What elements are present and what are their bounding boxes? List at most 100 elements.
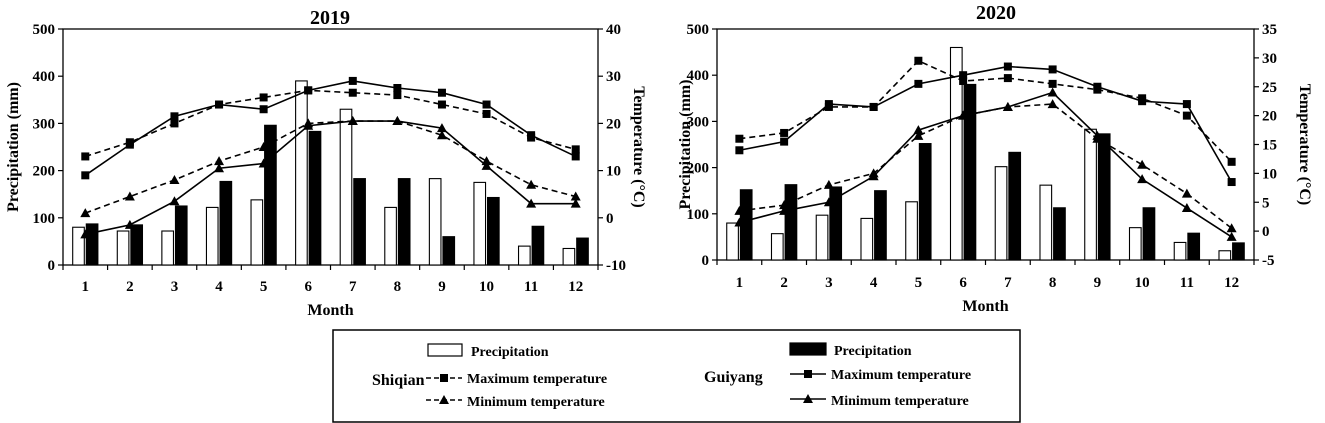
marker-shiqian-minimum-temperature — [779, 200, 790, 210]
marker-guiyang-maximum-temperature — [1182, 100, 1191, 109]
legend-shiqian-precip-label: Precipitation — [471, 345, 549, 360]
marker-guiyang-maximum-temperature — [959, 71, 968, 80]
marker-shiqian-minimum-temperature — [214, 156, 225, 166]
y-right-axis-label: Temperature (°C) — [630, 86, 647, 207]
marker-shiqian-maximum-temperature — [437, 100, 446, 109]
marker-guiyang-maximum-temperature — [527, 131, 536, 140]
marker-shiqian-maximum-temperature — [1182, 111, 1191, 120]
marker-shiqian-minimum-temperature — [1226, 223, 1237, 233]
marker-guiyang-minimum-temperature — [169, 196, 180, 206]
marker-guiyang-minimum-temperature — [436, 123, 447, 133]
x-axis-label: Month — [962, 298, 1008, 315]
legend-guiyang-label: Guiyang — [704, 369, 763, 386]
bar-shiqian-precipitation — [1039, 184, 1053, 261]
x-tick-label: 8 — [1049, 275, 1057, 291]
marker-shiqian-minimum-temperature — [1047, 99, 1058, 109]
marker-shiqian-maximum-temperature — [259, 93, 268, 102]
x-tick-label: 10 — [479, 279, 494, 295]
bar-guiyang-precipitation — [174, 205, 188, 266]
marker-guiyang-minimum-temperature — [1137, 174, 1148, 184]
marker-shiqian-maximum-temperature — [1227, 157, 1236, 166]
marker-shiqian-maximum-temperature — [959, 76, 968, 85]
bar-guiyang-precipitation — [486, 196, 500, 266]
y-left-tick-label: 500 — [687, 22, 710, 38]
marker-guiyang-minimum-temperature — [1226, 231, 1237, 241]
x-tick-label: 6 — [959, 275, 967, 291]
y-left-tick-label: 400 — [33, 69, 56, 85]
marker-guiyang-maximum-temperature — [170, 112, 179, 121]
bar-shiqian-precipitation — [860, 217, 874, 261]
bar-shiqian-precipitation — [994, 166, 1008, 261]
y-left-tick-label: 300 — [687, 114, 710, 130]
x-tick-label: 2 — [126, 279, 134, 295]
y-left-tick-label: 200 — [33, 164, 56, 180]
bar-shiqian-precipitation — [1218, 250, 1232, 261]
line-shiqian-minimum-temperature — [739, 103, 1233, 229]
marker-shiqian-minimum-temperature — [436, 130, 447, 140]
marker-guiyang-maximum-temperature — [780, 137, 789, 146]
marker-guiyang-maximum-temperature — [735, 146, 744, 155]
marker-guiyang-minimum-temperature — [526, 198, 537, 208]
legend-guiyang-min-label: Minimum temperature — [831, 394, 969, 409]
plot-frame — [716, 28, 1255, 261]
x-tick-label: 5 — [260, 279, 268, 295]
marker-shiqian-minimum-temperature — [734, 205, 745, 215]
marker-guiyang-maximum-temperature — [571, 152, 580, 161]
marker-guiyang-maximum-temperature — [125, 140, 134, 149]
x-tick-label: 1 — [736, 275, 744, 291]
marker-guiyang-maximum-temperature — [1093, 82, 1102, 91]
bar-guiyang-precipitation — [1187, 232, 1201, 261]
bar-shiqian-precipitation — [250, 199, 264, 266]
bar-guiyang-precipitation — [963, 83, 977, 261]
bar-guiyang-precipitation — [442, 236, 456, 266]
line-guiyang-maximum-temperature — [739, 65, 1233, 183]
y-left-tick-label: 100 — [687, 207, 710, 223]
marker-guiyang-minimum-temperature — [214, 163, 225, 173]
marker-shiqian-minimum-temperature — [124, 191, 135, 201]
line-guiyang-maximum-temperature — [84, 80, 577, 176]
marker-guiyang-maximum-temperature — [393, 84, 402, 92]
marker-guiyang-minimum-temperature — [392, 116, 403, 126]
marker-shiqian-maximum-temperature — [393, 91, 402, 100]
marker-guiyang-maximum-temperature — [215, 100, 224, 109]
legend-guiyang-precip-label: Precipitation — [834, 344, 912, 359]
x-tick-label: 9 — [438, 279, 446, 295]
marker-shiqian-minimum-temperature — [169, 175, 180, 185]
bar-shiqian-precipitation — [428, 178, 442, 266]
marker-guiyang-maximum-temperature — [437, 88, 446, 97]
bar-guiyang-precipitation — [1232, 242, 1245, 261]
x-tick-label: 9 — [1094, 275, 1102, 291]
marker-guiyang-maximum-temperature — [81, 171, 90, 180]
marker-guiyang-minimum-temperature — [823, 197, 834, 207]
marker-shiqian-minimum-temperature — [258, 142, 269, 151]
line-guiyang-minimum-temperature — [739, 91, 1233, 238]
marker-guiyang-minimum-temperature — [80, 229, 91, 239]
y-right-tick-label: 40 — [606, 22, 621, 38]
marker-guiyang-minimum-temperature — [1181, 203, 1192, 213]
x-tick-label: 3 — [171, 279, 179, 295]
plot-frame — [62, 28, 599, 266]
marker-guiyang-maximum-temperature — [914, 79, 923, 88]
marker-shiqian-minimum-temperature — [823, 179, 834, 189]
legend-shiqian-min-marker — [439, 395, 449, 404]
marker-guiyang-minimum-temperature — [570, 198, 581, 208]
y-left-tick-label: 500 — [33, 22, 56, 38]
y-right-tick-label: -10 — [606, 258, 626, 274]
legend-guiyang-precip-swatch — [789, 342, 827, 356]
bar-shiqian-precipitation — [562, 247, 576, 266]
marker-guiyang-minimum-temperature — [258, 158, 269, 168]
marker-shiqian-maximum-temperature — [348, 88, 357, 97]
bar-shiqian-precipitation — [384, 206, 397, 266]
y-right-tick-label: 0 — [606, 211, 614, 227]
y-left-tick-label: 0 — [702, 253, 710, 269]
x-tick-label: 6 — [304, 279, 312, 295]
marker-shiqian-minimum-temperature — [1137, 159, 1148, 169]
legend-shiqian-precip-swatch — [427, 343, 463, 357]
marker-shiqian-minimum-temperature — [1181, 188, 1192, 198]
x-tick-label: 5 — [915, 275, 923, 291]
x-tick-label: 12 — [568, 279, 583, 295]
x-tick-label: 10 — [1135, 275, 1150, 291]
bar-guiyang-precipitation — [264, 124, 277, 266]
y-left-tick-label: 0 — [48, 258, 56, 274]
